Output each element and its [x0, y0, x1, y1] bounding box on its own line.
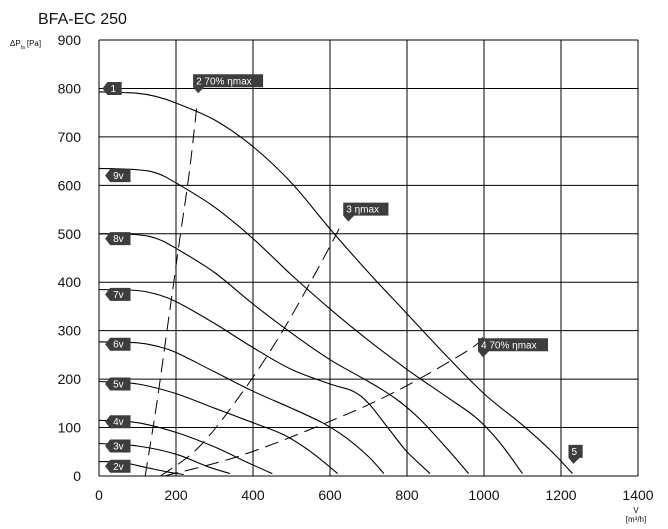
tick-labels: 0 200 400 600 800 1000 1200 1400 0 100 200 300 400 50… — [58, 32, 654, 503]
y-tick-label: 700 — [58, 129, 82, 145]
y-axis-label-main: ΔP — [10, 39, 21, 48]
efficiency-lines — [144, 102, 485, 477]
fan-curve-7v — [98, 288, 431, 474]
tag-label: 8v — [113, 234, 124, 245]
tag-label: 3 ηmax — [346, 205, 379, 216]
tag-shape — [478, 338, 548, 358]
tag-shape — [193, 74, 264, 94]
x-tick-label: 0 — [95, 487, 103, 503]
x-tick-label: 1000 — [468, 487, 499, 503]
y-axis-label-sub: fa — [21, 45, 25, 51]
tag-label: 5v — [113, 379, 124, 390]
tag-shape — [105, 439, 131, 453]
x-axis-label-unit: [m³/h] — [626, 515, 646, 524]
fan-curve-1 — [98, 91, 573, 474]
tag-shape — [105, 169, 131, 183]
y-tick-label: 300 — [58, 323, 82, 339]
x-tick-label: 600 — [318, 487, 342, 503]
y-tick-label: 400 — [58, 274, 82, 290]
curve-tag: 2v — [105, 459, 131, 473]
x-tick-label: 800 — [395, 487, 419, 503]
y-tick-label: 100 — [58, 420, 82, 436]
curve-tag: 9v — [105, 169, 131, 183]
efficiency-line-2 — [144, 102, 198, 477]
tag-shape — [568, 444, 583, 464]
fan-curve-4v — [98, 419, 273, 475]
tag-label: 4v — [113, 417, 124, 428]
curve-tag: 5v — [105, 377, 131, 391]
tag-shape — [105, 459, 131, 473]
tag-label: 1 — [110, 84, 116, 95]
fan-curve-6v — [98, 341, 385, 474]
y-tick-label: 200 — [58, 371, 82, 387]
y-tick-label: 800 — [58, 80, 82, 96]
tag-label: 2 70% ηmax — [196, 76, 252, 87]
y-tick-label: 0 — [73, 468, 81, 484]
y-axis-label: ΔPfa [Pa] — [10, 39, 41, 51]
fan-curve-8v — [98, 233, 470, 474]
tag-label: 9v — [113, 171, 124, 182]
tag-shape — [343, 202, 389, 222]
y-tick-label: 900 — [58, 32, 82, 48]
curve-tag: 5 — [568, 444, 583, 464]
tag-label: 3v — [113, 441, 124, 452]
curve-tag: 1 — [102, 81, 122, 95]
fan-curve-9v — [98, 167, 523, 474]
chart-title: BFA-EC 250 — [38, 11, 127, 28]
y-axis-label-unit: [Pa] — [27, 39, 41, 48]
efficiency-line-4 — [164, 335, 485, 477]
curve-tag: 7v — [105, 287, 131, 301]
y-tick-label: 500 — [58, 226, 82, 242]
curve-tag: 4v — [105, 415, 131, 429]
x-tick-label: 1400 — [622, 487, 653, 503]
curve-tag: 3 ηmax — [343, 202, 389, 222]
y-tick-label: 600 — [58, 177, 82, 193]
tag-label: 6v — [113, 340, 124, 351]
x-axis-label-main: V — [633, 506, 639, 515]
tag-shape — [105, 287, 131, 301]
curve-tag: 3v — [105, 439, 131, 453]
x-tick-label: 1200 — [545, 487, 576, 503]
tag-shape — [102, 81, 122, 95]
curve-tag: 8v — [105, 232, 131, 246]
fan-curve-5v — [98, 380, 339, 475]
tag-label: 5 — [571, 447, 577, 458]
tag-label: 4 70% ηmax — [481, 340, 537, 351]
curve-tag: 2 70% ηmax — [193, 74, 264, 94]
x-tick-label: 200 — [164, 487, 188, 503]
efficiency-line-3 — [160, 223, 343, 477]
tag-shape — [105, 377, 131, 391]
x-tick-label: 400 — [241, 487, 265, 503]
tag-shape — [105, 337, 131, 351]
tag-label: 2v — [113, 462, 124, 473]
tag-shape — [105, 232, 131, 246]
curve-tag: 4 70% ηmax — [478, 338, 548, 358]
tag-label: 7v — [113, 290, 124, 301]
curve-tag: 6v — [105, 337, 131, 351]
curve-tags: 1 9v 8v 7v 6v 5v 4v 3v 2v 2 70% ηmax 3 ηmax 4 70% η… — [102, 74, 583, 473]
grid — [98, 39, 639, 477]
fan-curves — [98, 91, 573, 476]
tag-shape — [105, 415, 131, 429]
